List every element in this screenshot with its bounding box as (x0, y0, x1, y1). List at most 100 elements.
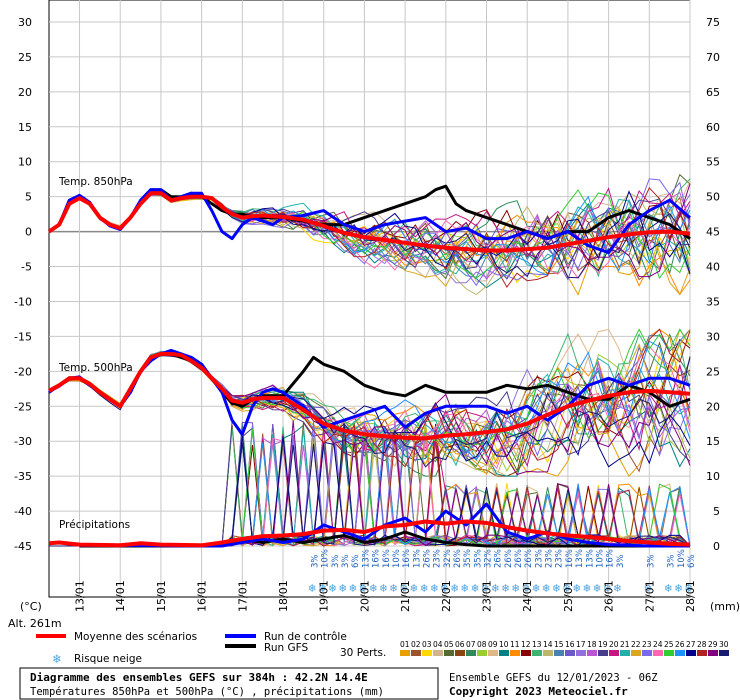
member-key-label: 06 (455, 640, 465, 649)
snowflake-icon: ❄ (441, 581, 448, 595)
member-key-swatch (488, 650, 498, 656)
legend-mean-label: Moyenne des scénarios (74, 631, 197, 643)
left-tick-label: -20 (14, 365, 32, 378)
right-tick-label: 15 (706, 435, 720, 448)
snowflake-icon: ❄ (359, 581, 366, 595)
member-key-swatch (422, 650, 432, 656)
member-key-label: 18 (587, 640, 597, 649)
snow-risk-pct: 3% (311, 555, 321, 569)
right-tick-label: 60 (706, 121, 720, 134)
member-key-label: 26 (675, 640, 685, 649)
snow-risk-pct: 10% (321, 549, 331, 568)
snowflake-icon: ❄ (563, 581, 570, 595)
snowflake-icon: ❄ (614, 581, 621, 595)
snow-risk-pct: 26% (494, 549, 504, 568)
snowflake-icon: ❄ (329, 581, 336, 595)
left-tick-label: 10 (18, 156, 32, 169)
member-key-label: 28 (697, 640, 707, 649)
legend-snow-label: Risque neige (74, 653, 142, 665)
right-tick-label: 65 (706, 86, 720, 99)
snowflake-icon: ❄ (644, 581, 651, 595)
snowflake-icon: ❄ (309, 581, 316, 595)
altitude-label: Alt. 261m (8, 617, 62, 630)
member-key-swatch (686, 650, 696, 656)
right-tick-label: 20 (706, 400, 720, 413)
member-key-label: 24 (653, 640, 663, 649)
member-key-label: 14 (543, 640, 553, 649)
snowflake-icon: ❄ (604, 581, 611, 595)
snowflake-icon: ❄ (380, 581, 387, 595)
member-key-swatch (510, 650, 520, 656)
snow-risk-pct: 6% (687, 555, 697, 569)
member-key-label: 11 (510, 640, 520, 649)
member-key-label: 25 (664, 640, 674, 649)
member-key-swatch (598, 650, 608, 656)
left-tick-label: -30 (14, 435, 32, 448)
member-key-label: 15 (554, 640, 564, 649)
snowflake-icon: ❄ (492, 581, 499, 595)
left-tick-label: -35 (14, 470, 32, 483)
snow-risk-strip: 3% ❄ 10% ❄ 3% ❄ 3% ❄ 6% ❄ 13% ❄ 16% ❄ 16% ❄ 10% ❄ 16% ❄ 13% ❄… (309, 549, 697, 595)
snowflake-icon: ❄ (522, 581, 529, 595)
snow-risk-pct: 10% (677, 549, 687, 568)
run-info: Ensemble GEFS du 12/01/2023 - 06Z (449, 672, 658, 684)
member-key-swatch (444, 650, 454, 656)
snowflake-icon: ❄ (52, 652, 61, 667)
members-count-label: 30 Perts. (340, 647, 386, 659)
snowflake-icon: ❄ (502, 581, 509, 595)
snow-risk-pct: 13% (585, 549, 595, 568)
date-tick-label: 20/01 (358, 580, 371, 612)
series-line-precip (79, 502, 690, 548)
series-line-precip (79, 530, 690, 548)
left-tick-label: 15 (18, 121, 32, 134)
right-unit-label: (mm) (710, 600, 740, 613)
snow-risk-pct: 23% (545, 549, 555, 568)
series-line-precip (48, 519, 691, 548)
member-key-swatch (708, 650, 718, 656)
snow-risk-pct: 16% (402, 549, 412, 568)
date-tick-label: 25/01 (562, 580, 575, 612)
series-line-t500 (48, 351, 691, 441)
snow-risk-pct: 16% (606, 549, 616, 568)
right-tick-label: 40 (706, 261, 720, 274)
member-key-label: 08 (477, 640, 487, 649)
member-key-swatch (587, 650, 597, 656)
member-key-swatch (532, 650, 542, 656)
right-tick-label: 35 (706, 295, 720, 308)
right-tick-label: 55 (706, 156, 720, 169)
snow-risk-pct: 23% (534, 549, 544, 568)
snowflake-icon: ❄ (349, 581, 356, 595)
right-tick-label: 45 (706, 226, 720, 239)
member-key-label: 03 (422, 640, 432, 649)
left-tick-label: 25 (18, 51, 32, 64)
member-key-swatch (554, 650, 564, 656)
snow-risk-pct: 26% (514, 549, 524, 568)
snowflake-icon: ❄ (420, 581, 427, 595)
member-key-label: 20 (609, 640, 619, 649)
member-key-swatch (609, 650, 619, 656)
member-key-label: 17 (576, 640, 586, 649)
panel-label-precip: Précipitations (59, 519, 130, 531)
legend: Moyenne des scénarios Run de contrôle Ru… (36, 631, 729, 667)
legend-control-label: Run de contrôle (264, 631, 347, 643)
member-key-swatch (697, 650, 707, 656)
snowflake-icon: ❄ (675, 581, 682, 595)
member-key-swatch (620, 650, 630, 656)
snowflake-icon: ❄ (461, 581, 468, 595)
member-key-swatch (719, 650, 729, 656)
date-tick-label: 14/01 (114, 580, 127, 612)
member-key-label: 21 (620, 640, 630, 649)
snow-risk-pct: 3% (667, 555, 677, 569)
snowflake-icon: ❄ (482, 581, 489, 595)
member-key-swatch (642, 650, 652, 656)
member-key-swatch (466, 650, 476, 656)
snow-risk-pct: 16% (382, 549, 392, 568)
date-tick-label: 23/01 (481, 580, 494, 612)
date-tick-label: 24/01 (521, 580, 534, 612)
snow-risk-pct: 3% (341, 555, 351, 569)
date-tick-label: 27/01 (643, 580, 656, 612)
snowflake-icon: ❄ (319, 581, 326, 595)
left-tick-label: -25 (14, 400, 32, 413)
member-key-label: 09 (488, 640, 498, 649)
panel-label-t850: Temp. 850hPa (58, 176, 133, 188)
